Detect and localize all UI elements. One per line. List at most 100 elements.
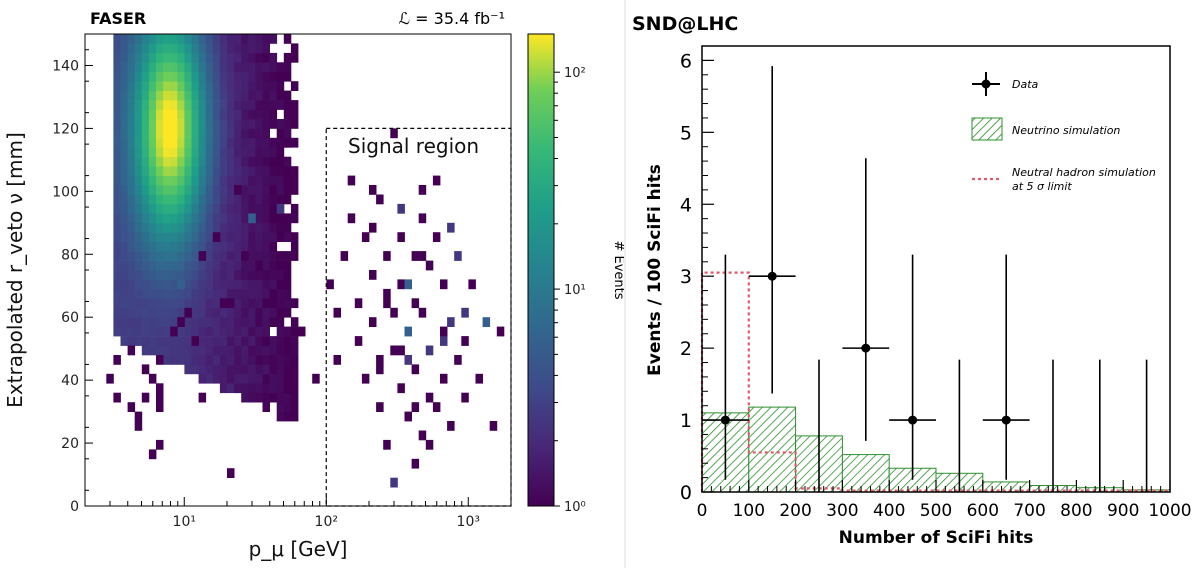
heatmap-cell xyxy=(312,373,320,384)
heatmap-cell xyxy=(418,307,427,318)
heatmap-cell xyxy=(234,232,242,242)
heatmap-cell xyxy=(262,260,270,271)
heatmap-cell xyxy=(120,270,128,280)
heatmap-cell xyxy=(290,81,299,91)
heatmap-cell xyxy=(241,251,249,261)
heatmap-cell xyxy=(177,307,185,318)
heatmap-cell xyxy=(219,241,228,252)
heatmap-cell xyxy=(269,270,278,280)
heatmap-cell xyxy=(212,270,221,280)
heatmap-cell xyxy=(269,232,278,242)
heatmap-cell xyxy=(241,100,249,110)
heatmap-cell xyxy=(219,109,228,120)
heatmap-cell xyxy=(134,279,143,290)
heatmap-cell xyxy=(404,411,412,422)
heatmap-cell xyxy=(127,288,136,299)
heatmap-cell xyxy=(262,203,270,214)
heatmap-cell xyxy=(262,166,270,176)
legend: Data Neutrino simulation Neutral hadron … xyxy=(971,72,1156,193)
heatmap-cell xyxy=(156,156,164,167)
heatmap-cell xyxy=(113,307,121,318)
heatmap-cell xyxy=(219,383,228,394)
heatmap-cell xyxy=(198,232,207,242)
heatmap-cell xyxy=(198,222,207,233)
heatmap-cell xyxy=(163,34,171,44)
heatmap-cell xyxy=(191,288,199,299)
heatmap-cell xyxy=(113,326,121,337)
heatmap-cell xyxy=(227,128,235,139)
heatmap-cell xyxy=(134,213,143,224)
heatmap-cell xyxy=(170,109,178,120)
heatmap-cell xyxy=(156,175,164,186)
heatmap-cell xyxy=(269,71,278,82)
heatmap-cell xyxy=(127,279,136,290)
heatmap-cell xyxy=(148,175,157,186)
snd-histogram-panel: SND@LHC 0 1 2 3 4 5 6 0 100 200 300 400 500 600 700 800… xyxy=(626,0,1196,568)
heatmap-cell xyxy=(113,128,121,139)
heatmap-cell xyxy=(227,175,235,186)
heatmap-cell xyxy=(283,128,292,139)
heatmap-cell xyxy=(191,222,199,233)
heatmap-cell xyxy=(120,34,128,44)
heatmap-cell xyxy=(219,119,228,129)
heatmap-cell xyxy=(163,355,171,365)
heatmap-cell xyxy=(120,307,128,318)
heatmap-cell xyxy=(290,402,299,412)
heatmap-cell xyxy=(177,213,185,224)
heatmap-cell xyxy=(134,288,143,299)
heatmap-cell xyxy=(198,62,207,73)
x-tick-label: 900 xyxy=(1107,501,1139,521)
heatmap-cell xyxy=(248,241,256,252)
heatmap-cell xyxy=(148,62,157,73)
heatmap-cell xyxy=(191,119,199,129)
heatmap-cell xyxy=(248,317,256,327)
heatmap-cell xyxy=(219,364,228,375)
heatmap-cell xyxy=(198,34,207,44)
heatmap-cell xyxy=(241,147,249,158)
heatmap-cell xyxy=(219,128,228,139)
heatmap-cell xyxy=(241,52,249,63)
heatmap-cell xyxy=(212,326,221,337)
heatmap-cell xyxy=(227,355,235,365)
heatmap-cell xyxy=(163,71,171,82)
heatmap-cell xyxy=(148,279,157,290)
heatmap-cell xyxy=(269,203,278,214)
heatmap-cell xyxy=(170,166,178,176)
heatmap-cell xyxy=(113,222,121,233)
heatmap-cell xyxy=(262,109,270,120)
heatmap-cell xyxy=(255,109,263,120)
heatmap-cell xyxy=(141,232,150,242)
heatmap-cell xyxy=(276,81,285,91)
heatmap-cell xyxy=(212,62,221,73)
heatmap-cell xyxy=(262,270,270,280)
heatmap-cell xyxy=(241,288,249,299)
heatmap-cell xyxy=(212,71,221,82)
heatmap-cell xyxy=(283,411,292,422)
heatmap-cell xyxy=(376,355,384,365)
heatmap-cell xyxy=(177,81,185,91)
heatmap-cell xyxy=(184,260,192,271)
heatmap-cell xyxy=(234,213,242,224)
heatmap-cell xyxy=(290,109,299,120)
heatmap-cell xyxy=(134,411,143,422)
heatmap-cell xyxy=(177,119,185,129)
heatmap-cell xyxy=(212,336,221,346)
heatmap-cell xyxy=(134,43,143,54)
heatmap-cell xyxy=(255,62,263,73)
heatmap-cell xyxy=(134,119,143,129)
heatmap-cell xyxy=(255,336,263,346)
heatmap-cell xyxy=(170,222,178,233)
heatmap-cell xyxy=(290,213,299,224)
heatmap-cell xyxy=(198,364,207,375)
heatmap-cell xyxy=(255,100,263,110)
heatmap-cell xyxy=(170,326,178,337)
heatmap-cell xyxy=(113,52,121,63)
heatmap-cell xyxy=(425,439,434,450)
heatmap-cell xyxy=(269,222,278,233)
heatmap-cell xyxy=(134,270,143,280)
heatmap-cell xyxy=(369,317,377,327)
x-tick-label: 200 xyxy=(779,501,811,521)
heatmap-cell xyxy=(496,326,505,337)
heatmap-cell xyxy=(120,81,128,91)
heatmap-cell xyxy=(290,185,299,195)
